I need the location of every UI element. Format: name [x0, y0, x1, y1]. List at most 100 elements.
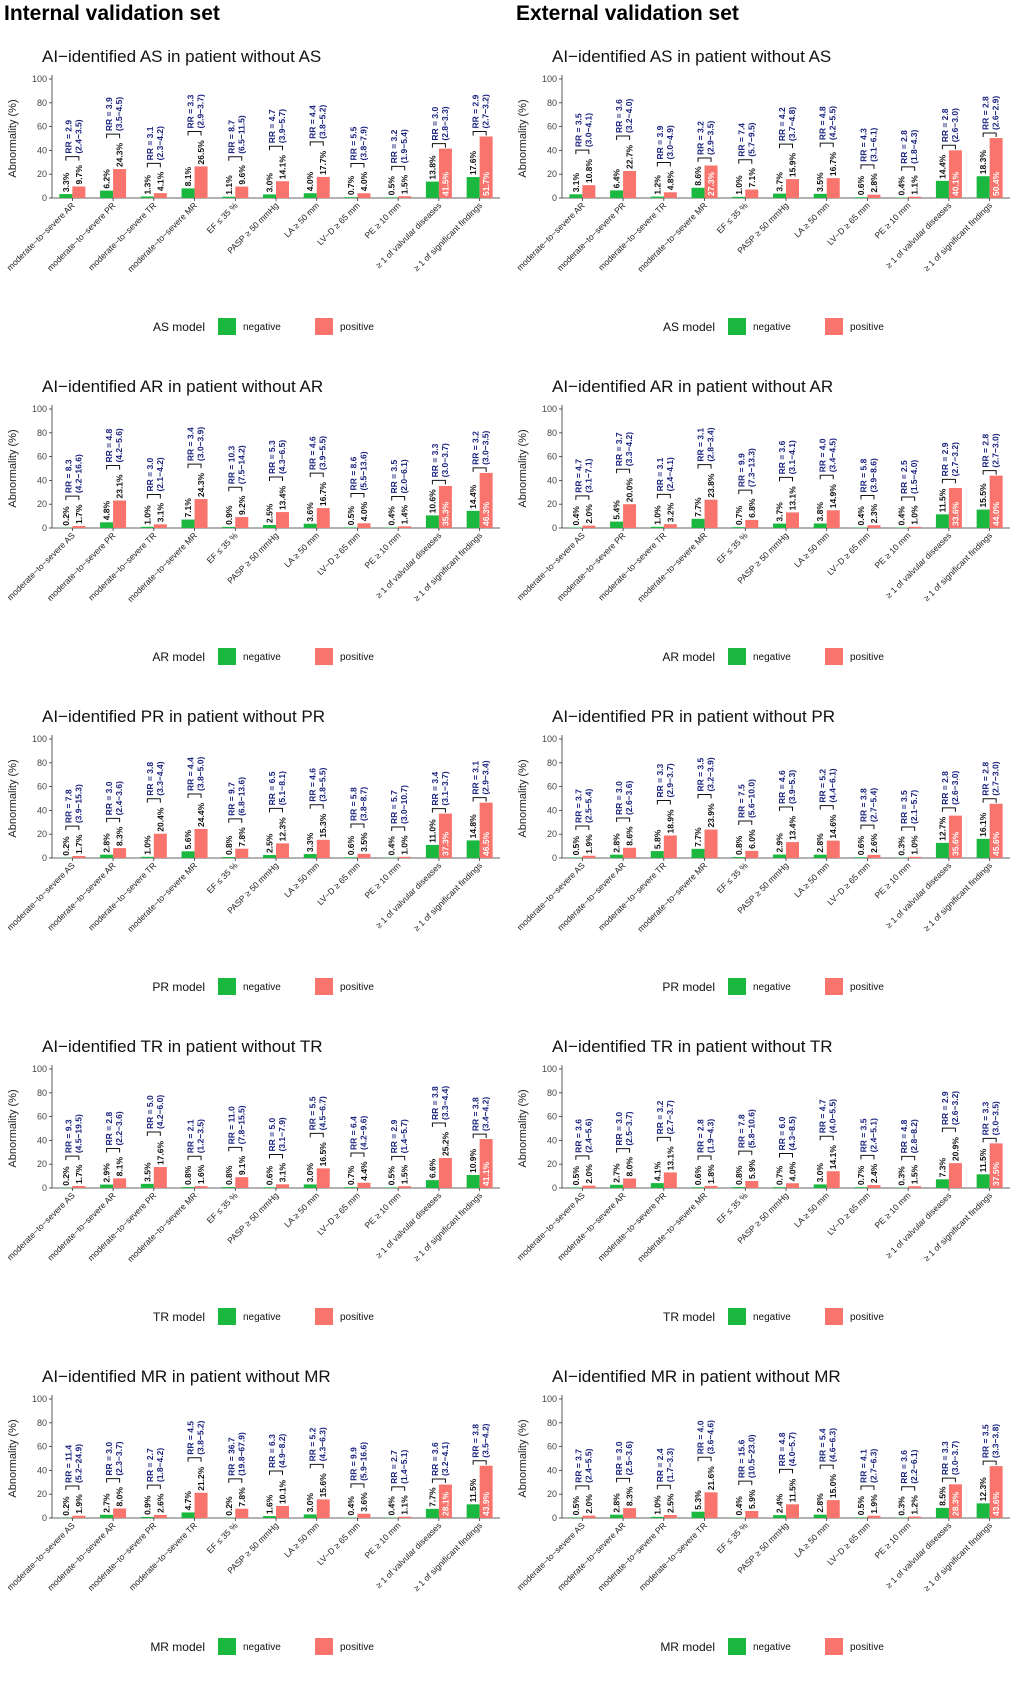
bar-positive — [194, 1186, 208, 1188]
rr-label: RR = 7.8 — [736, 1114, 746, 1148]
rr-ci-label: (1.9−4.3) — [706, 1119, 716, 1153]
rr-ci-label: (3.8−5.2) — [196, 1420, 206, 1454]
significance-bracket — [819, 1464, 834, 1470]
rr-label: RR = 3.4 — [430, 772, 440, 806]
value-label-positive: 10.1% — [278, 1479, 288, 1504]
rr-ci-label: (5.2−24.9) — [73, 1444, 83, 1483]
value-label-positive: 16.7% — [828, 152, 838, 177]
bar-positive — [663, 1515, 677, 1518]
bar-negative — [181, 851, 195, 858]
bar-positive — [704, 829, 718, 858]
bar-positive — [72, 186, 86, 198]
rr-ci-label: (5.7−9.5) — [746, 122, 756, 156]
value-label-negative: 0.8% — [183, 1165, 193, 1185]
rr-label: RR = 3.3 — [186, 94, 196, 128]
x-tick-label: LA ≥ 50 mm — [282, 530, 321, 569]
bar-positive — [826, 1171, 840, 1188]
bar-positive — [826, 840, 840, 858]
value-label-negative: 0.4% — [387, 836, 397, 856]
significance-bracket — [472, 130, 487, 136]
bar-positive — [582, 855, 596, 858]
bar-negative — [100, 522, 114, 528]
rr-ci-label: (4.2−9.6) — [358, 1116, 368, 1150]
rr-ci-label: (2.3−4.2) — [155, 126, 165, 160]
bar-positive — [989, 475, 1003, 528]
rr-label: RR = 2.4 — [655, 1448, 665, 1482]
bar-positive — [479, 802, 493, 858]
value-label-positive: 15.3% — [318, 813, 328, 838]
y-axis-label: Abnormality (%) — [517, 429, 529, 507]
value-label-positive: 24.3% — [196, 473, 206, 498]
value-label-positive: 7.1% — [747, 168, 757, 188]
y-tick-label: 60 — [547, 1112, 557, 1122]
bar-positive — [826, 510, 840, 528]
bar-negative — [181, 519, 195, 528]
rr-label: RR = 4.3 — [858, 128, 868, 162]
x-tick-label: EF ≤ 35 % — [715, 1520, 750, 1555]
significance-bracket — [269, 145, 283, 151]
value-label-negative: 0.6% — [346, 835, 356, 855]
x-tick-label: EF ≤ 35 % — [715, 200, 750, 235]
bar-negative — [303, 523, 317, 528]
significance-bracket — [187, 1457, 202, 1462]
value-label-positive: 2.0% — [584, 1164, 594, 1184]
y-axis-label: Abnormality (%) — [517, 99, 529, 177]
value-label-positive: 46.3% — [481, 501, 491, 526]
bar-positive — [867, 1185, 881, 1188]
bar-negative — [976, 838, 990, 858]
value-label-negative: 0.7% — [346, 175, 356, 195]
bar-positive — [582, 1515, 596, 1518]
x-tick-label: moderate−to−severe PR — [555, 530, 628, 603]
x-tick-label: moderate−to−severe AR — [5, 200, 77, 272]
y-tick-label: 40 — [37, 1135, 47, 1145]
y-tick-label: 80 — [37, 1418, 47, 1428]
plot-title: AI−identified AR in patient without AR — [552, 377, 833, 396]
x-tick-label: PE ≥ 10 mm — [362, 530, 402, 570]
value-label-positive: 35.6% — [950, 831, 960, 856]
rr-label: RR = 3.0 — [614, 1441, 624, 1475]
y-tick-label: 100 — [542, 1394, 557, 1404]
value-label-positive: 7.8% — [237, 1487, 247, 1507]
y-tick-label: 40 — [37, 805, 47, 815]
value-label-negative: 0.2% — [61, 506, 71, 526]
x-tick-label: PE ≥ 10 mm — [362, 1190, 402, 1230]
value-label-positive: 1.5% — [400, 1164, 410, 1184]
x-tick-label: moderate−to−severe AS — [5, 860, 77, 932]
x-tick-label: moderate−to−severe AR — [555, 1520, 627, 1592]
y-tick-label: 60 — [37, 452, 47, 462]
bar-negative — [935, 842, 949, 858]
significance-bracket — [431, 808, 446, 813]
value-label-positive: 8.3% — [625, 1486, 635, 1506]
y-axis-label: Abnormality (%) — [7, 99, 19, 177]
x-tick-label: moderate−to−severe AR — [555, 1190, 627, 1262]
value-label-negative: 4.7% — [183, 1491, 193, 1511]
significance-bracket — [616, 1148, 631, 1153]
rr-ci-label: (2.6−2.9) — [991, 96, 1001, 130]
bar-negative — [140, 1183, 154, 1188]
legend-title: AS model — [663, 320, 715, 334]
value-label-positive: 33.6% — [950, 501, 960, 526]
bar-negative — [140, 526, 154, 528]
rr-label: RR = 5.8 — [858, 458, 868, 492]
value-label-positive: 43.9% — [481, 1491, 491, 1516]
value-label-negative: 0.7% — [856, 1165, 866, 1185]
bar-positive — [357, 853, 371, 858]
value-label-positive: 2.6% — [869, 833, 879, 853]
value-label-negative: 5.6% — [183, 830, 193, 850]
value-label-positive: 2.0% — [584, 504, 594, 524]
bar-negative — [935, 514, 949, 528]
rr-label: RR = 6.4 — [348, 1116, 358, 1150]
rr-label: RR = 5.0 — [145, 1095, 155, 1129]
rr-ci-label: (1.4−5.7) — [399, 1119, 409, 1153]
rr-ci-label: (1.7−3.3) — [665, 1448, 675, 1482]
rr-ci-label: (4.2−5.6) — [114, 428, 124, 462]
significance-bracket — [309, 1463, 324, 1469]
value-label-positive: 8.0% — [625, 1157, 635, 1177]
significance-bracket — [431, 1478, 446, 1484]
rr-ci-label: (2.5−3.7) — [624, 1111, 634, 1145]
x-tick-label: moderate−to−severe TR — [596, 860, 668, 932]
value-label-positive: 13.1% — [788, 486, 798, 511]
bar-positive — [194, 1492, 208, 1518]
bar-negative — [935, 1179, 949, 1188]
y-tick-label: 0 — [552, 523, 557, 533]
